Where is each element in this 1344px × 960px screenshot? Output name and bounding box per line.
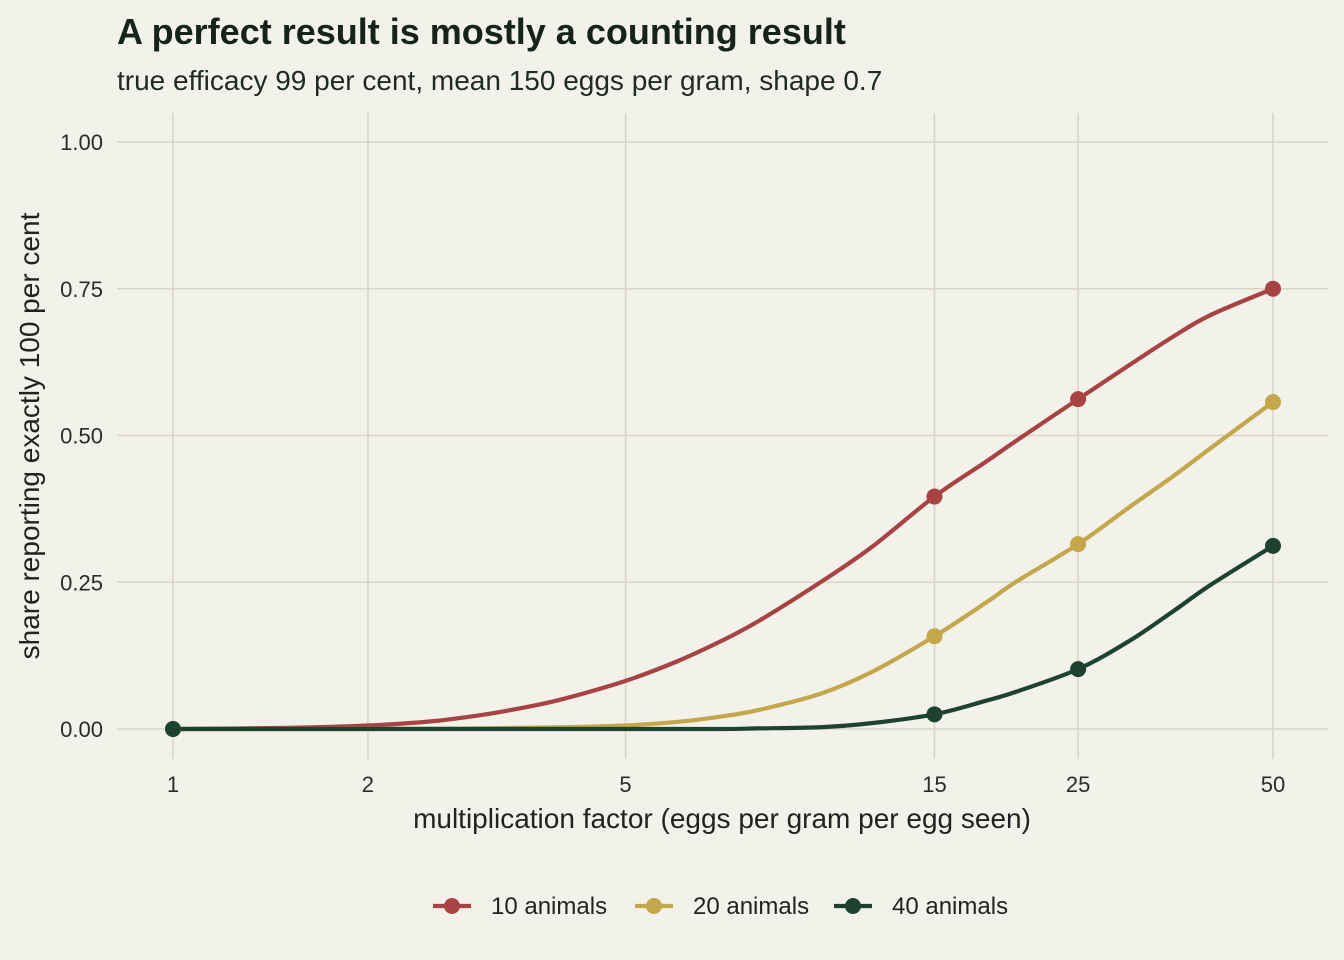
legend: 10 animals 20 animals 40 animals [433, 893, 1008, 920]
x-tick-label: 15 [922, 772, 946, 797]
series-line [170, 399, 1276, 732]
data-point [1070, 391, 1087, 408]
series-layer [165, 280, 1281, 737]
legend-label: 20 animals [693, 893, 809, 920]
data-point [165, 721, 181, 737]
series-2 [170, 399, 1276, 732]
chart-subtitle: true efficacy 99 per cent, mean 150 eggs… [117, 65, 882, 96]
y-axis-title: share reporting exactly 100 per cent [14, 212, 45, 659]
series-line [170, 286, 1276, 732]
data-point [1070, 536, 1087, 553]
data-point [1265, 394, 1281, 411]
data-point [1265, 280, 1281, 297]
legend-item: 40 animals [834, 893, 1008, 920]
y-tick-label: 1.00 [60, 130, 103, 155]
x-tick-label: 5 [619, 772, 631, 797]
x-tick-label: 1 [167, 772, 179, 797]
series-line [170, 543, 1276, 732]
y-tick-label: 0.50 [60, 424, 103, 449]
data-point [926, 706, 943, 723]
legend-label: 10 animals [491, 893, 607, 920]
x-tick-label: 25 [1066, 772, 1090, 797]
gridlines [117, 113, 1328, 759]
legend-item: 20 animals [635, 893, 809, 920]
y-tick-label: 0.25 [60, 570, 103, 595]
series-1 [170, 286, 1276, 732]
legend-swatch-point [444, 898, 460, 914]
y-tick-label: 0.00 [60, 717, 103, 742]
series-3 [170, 543, 1276, 732]
y-tick-label: 0.75 [60, 277, 103, 302]
legend-swatch-point [646, 898, 662, 914]
data-point [926, 488, 943, 505]
x-tick-label: 2 [362, 772, 374, 797]
axis-tick-labels: 0.000.250.500.751.001 2 5 15 25 50 [60, 130, 1285, 797]
data-point [926, 628, 943, 645]
x-tick-label: 50 [1261, 772, 1285, 797]
data-point [1265, 537, 1281, 554]
data-point [1070, 661, 1087, 678]
legend-item: 10 animals [433, 893, 607, 920]
legend-swatch-point [845, 898, 861, 914]
x-axis-title: multiplication factor (eggs per gram per… [413, 803, 1031, 834]
legend-label: 40 animals [892, 893, 1008, 920]
chart-title: A perfect result is mostly a counting re… [117, 11, 846, 52]
